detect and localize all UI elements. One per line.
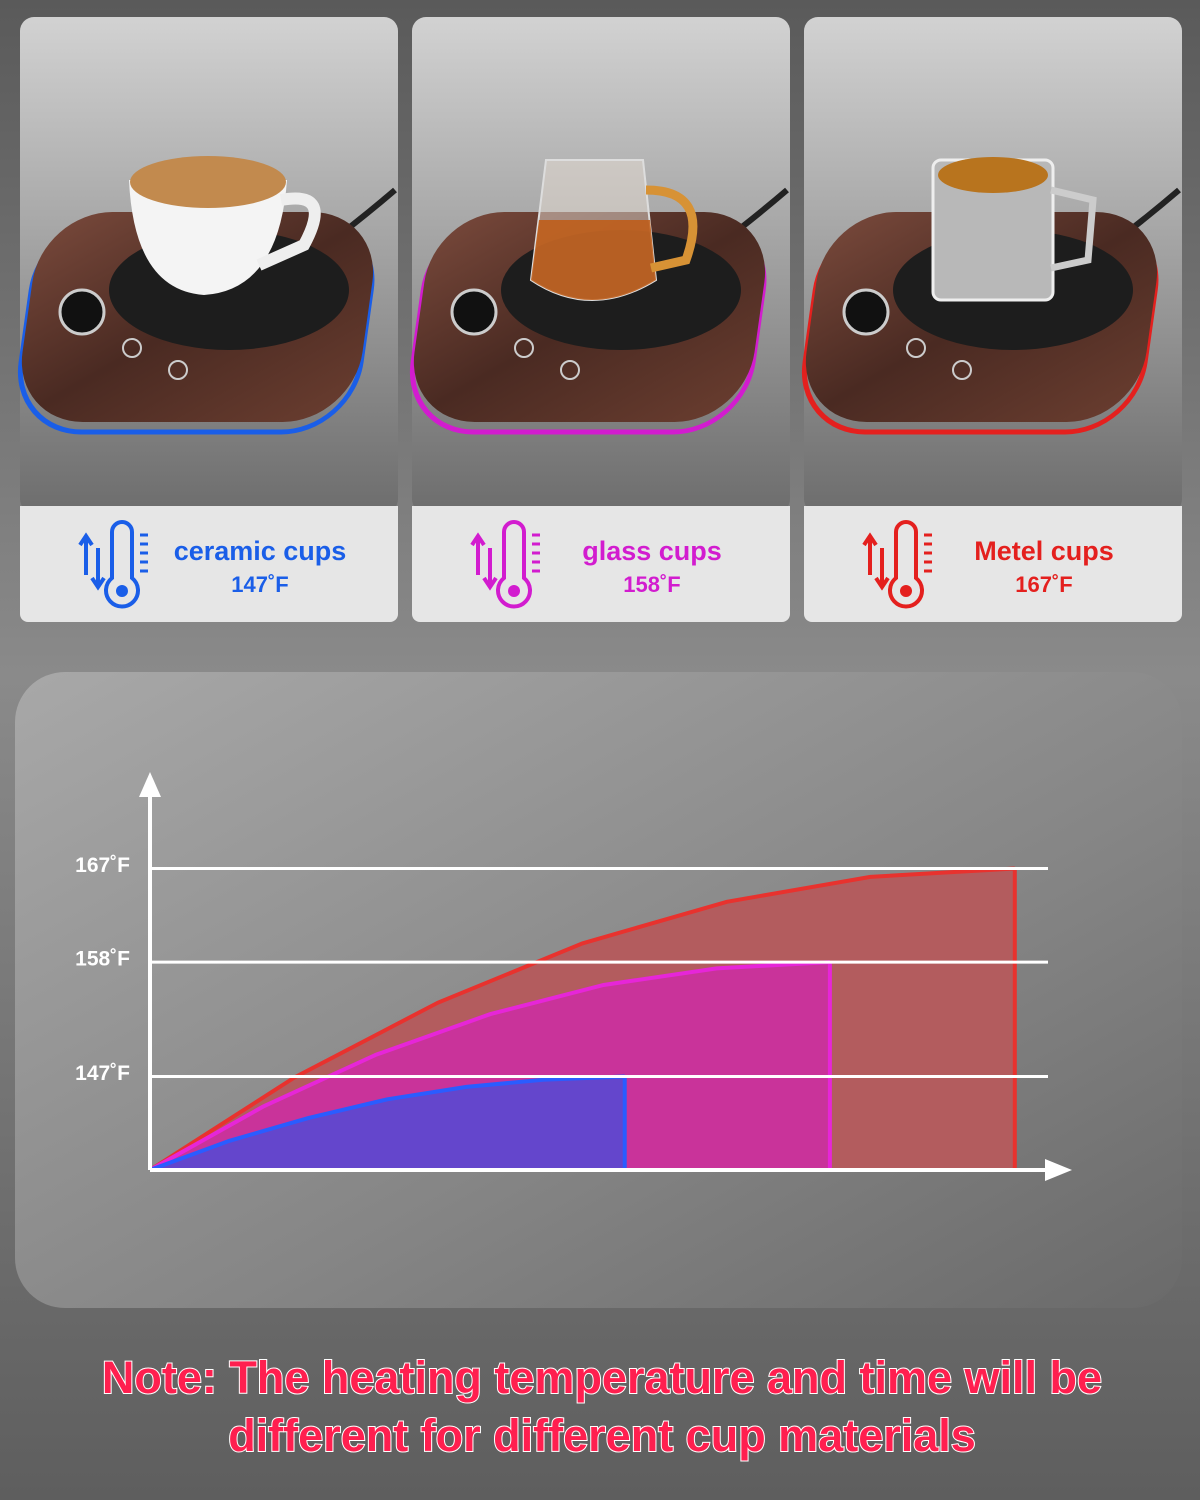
- button: [560, 360, 580, 380]
- curve: [149, 1074, 625, 1172]
- y-arrow: [139, 772, 161, 797]
- area: [150, 1076, 625, 1170]
- thermometer: [888, 520, 924, 609]
- arrow-down: [482, 548, 498, 591]
- y-tick-label: 147˚F: [75, 1062, 130, 1085]
- tea: [531, 220, 656, 300]
- y-tick-label: 158˚F: [75, 948, 130, 971]
- button: [514, 338, 534, 358]
- display: [450, 288, 498, 336]
- curve: [149, 960, 830, 1172]
- button: [122, 338, 142, 358]
- arrow-up: [862, 532, 878, 575]
- thermometer-bulb: [508, 585, 520, 597]
- card-temperature: 147˚F: [231, 572, 288, 597]
- card-temperature: 167˚F: [1015, 572, 1072, 597]
- card-label-cover: [20, 506, 398, 520]
- coffee: [130, 156, 286, 208]
- card-label-cover: [804, 506, 1182, 520]
- display: [58, 288, 106, 336]
- chart: 147˚F 158˚F 167˚F: [75, 772, 1072, 1181]
- arrow-up: [470, 532, 486, 575]
- card-name: glass cups: [582, 536, 722, 566]
- display: [842, 288, 890, 336]
- note-line: Note: The heating temperature and time w…: [102, 1352, 1102, 1403]
- card-label-area: [20, 506, 398, 622]
- card-name: ceramic cups: [174, 536, 347, 566]
- cup: [129, 180, 287, 295]
- x-arrow: [1045, 1159, 1072, 1181]
- card-name: Metel cups: [974, 536, 1114, 566]
- tea: [938, 157, 1048, 193]
- card-label-area: [412, 506, 790, 622]
- button: [168, 360, 188, 380]
- button: [906, 338, 926, 358]
- note-line: different for different cup materials: [228, 1410, 976, 1461]
- thermometer: [104, 520, 140, 609]
- thermometer-bulb: [900, 585, 912, 597]
- handle: [256, 192, 321, 271]
- thermometer: [496, 520, 532, 609]
- y-tick-label: 167˚F: [75, 854, 130, 877]
- handle: [1050, 186, 1097, 272]
- card-label-area: [804, 506, 1182, 622]
- cards: ceramic cups 147˚F glass cups 158˚F Metel cu…: [17, 17, 1182, 622]
- arrow-down: [90, 548, 106, 591]
- card-label-cover: [412, 506, 790, 520]
- note: Note: The heating temperature and time w…: [101, 1351, 1103, 1462]
- arrow-up: [78, 532, 94, 575]
- button: [952, 360, 972, 380]
- handle: [645, 185, 698, 273]
- arrow-down: [874, 548, 890, 591]
- card-temperature: 158˚F: [623, 572, 680, 597]
- thermometer-bulb: [116, 585, 128, 597]
